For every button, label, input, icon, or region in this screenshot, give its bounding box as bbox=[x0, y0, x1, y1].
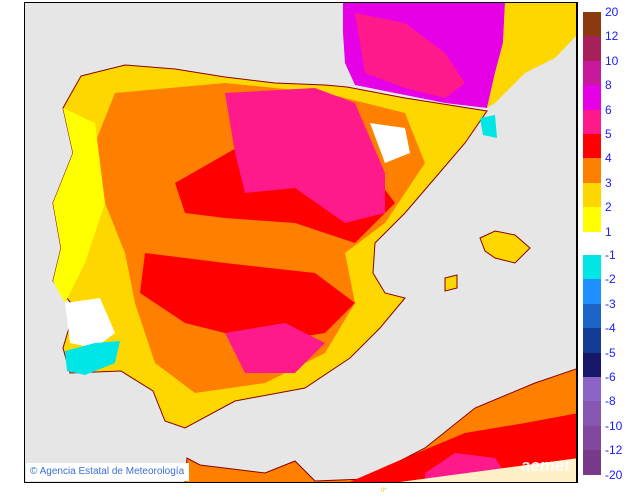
legend-swatch bbox=[583, 328, 601, 353]
legend-label: -1 bbox=[605, 248, 616, 262]
france-east bbox=[487, 3, 576, 108]
legend-swatch bbox=[583, 279, 601, 304]
africa-hot-zone bbox=[349, 413, 576, 482]
legend-label: -12 bbox=[605, 443, 623, 458]
legend-label: -20 bbox=[605, 467, 623, 482]
legend-swatch bbox=[583, 377, 601, 402]
cool-zone bbox=[65, 341, 120, 375]
legend-swatch bbox=[583, 352, 601, 377]
legend-label: -2 bbox=[605, 272, 616, 287]
hot-zone-south bbox=[140, 253, 355, 343]
legend-label: -8 bbox=[605, 394, 616, 409]
longitude-label: 0º bbox=[381, 488, 387, 494]
legend-swatch bbox=[583, 425, 601, 451]
legend-swatch bbox=[583, 450, 601, 475]
legend-swatch bbox=[583, 85, 601, 110]
very-hot-zone-south bbox=[225, 323, 325, 373]
legend-label: 8 bbox=[605, 78, 612, 93]
legend-swatch bbox=[583, 36, 601, 61]
legend-label: -5 bbox=[605, 345, 616, 360]
legend-swatch bbox=[583, 401, 601, 426]
legend-label: -10 bbox=[605, 418, 623, 433]
legend-swatch bbox=[583, 255, 601, 280]
legend-swatch bbox=[583, 134, 601, 159]
legend-label: -6 bbox=[605, 370, 616, 384]
balearic-islands bbox=[479, 230, 531, 264]
temperature-anomaly-map: © Agencia Estatal de Meteorología aemet bbox=[24, 2, 578, 483]
very-hot-zone bbox=[225, 88, 385, 223]
desert-zone bbox=[399, 458, 576, 482]
legend-swatch bbox=[583, 303, 601, 329]
legend-label: 6 bbox=[605, 102, 612, 117]
legend-swatch bbox=[583, 207, 601, 232]
legend-swatch bbox=[583, 12, 601, 37]
neutral-zone-ne bbox=[370, 123, 410, 163]
legend-label: -4 bbox=[605, 321, 616, 336]
legend-label: 1 bbox=[605, 224, 612, 239]
legend-swatch bbox=[583, 182, 601, 208]
legend-label: 20 bbox=[605, 5, 619, 19]
legend-swatch bbox=[583, 109, 601, 134]
legend-label: 5 bbox=[605, 127, 612, 141]
legend-label: 10 bbox=[605, 53, 619, 68]
legend-swatch bbox=[583, 60, 601, 86]
ibiza bbox=[444, 274, 458, 292]
mild-zone-west bbox=[53, 108, 105, 303]
credit-text: © Agencia Estatal de Meteorología bbox=[26, 463, 190, 481]
cool-zone-ne bbox=[480, 115, 497, 138]
france-warm-zone bbox=[355, 13, 465, 98]
legend-label: 2 bbox=[605, 200, 612, 215]
legend-label: 3 bbox=[605, 175, 612, 190]
legend-label: -3 bbox=[605, 296, 616, 311]
legend-label: 4 bbox=[605, 151, 612, 166]
neutral-zone bbox=[65, 298, 115, 348]
legend-swatch bbox=[583, 158, 601, 183]
aemet-logo: aemet bbox=[520, 456, 570, 475]
legend-label: 12 bbox=[605, 29, 619, 44]
map-graphic bbox=[52, 3, 576, 482]
